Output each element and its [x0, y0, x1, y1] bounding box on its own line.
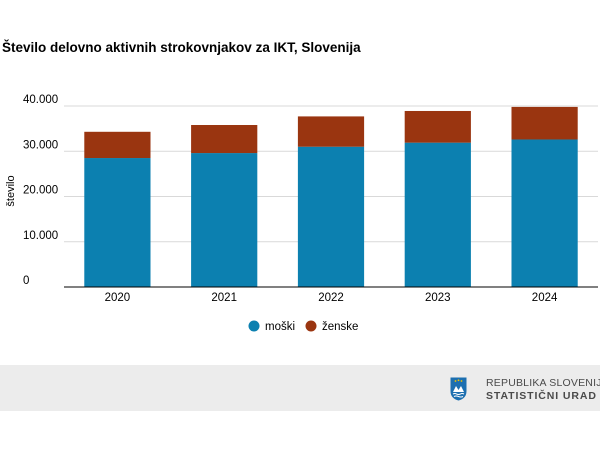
y-tick-labels: 0 10.000 20.000 30.000 40.000 — [23, 94, 58, 287]
y-tick-label: 20.000 — [23, 185, 58, 197]
y-tick-label: 30.000 — [23, 139, 58, 151]
bar-zenske-2020 — [84, 131, 151, 159]
y-tick-label: 40.000 — [23, 94, 58, 106]
x-tick-label: 2023 — [425, 292, 451, 304]
y-tick-label: 0 — [23, 275, 29, 287]
chart-title: Število delovno aktivnih strokovnjakov z… — [2, 40, 361, 55]
x-tick-label: 2021 — [211, 292, 237, 304]
bar-moski-2023 — [404, 142, 471, 287]
bar-moski-2020 — [84, 158, 151, 287]
y-axis-label: število — [5, 175, 17, 206]
bar-moski-2021 — [191, 153, 258, 287]
legend-marker — [248, 320, 260, 332]
footer-band: REPUBLIKA SLOVENIJA STATISTIČNI URAD — [0, 365, 600, 411]
org-name-line1: REPUBLIKA SLOVENIJA — [486, 377, 600, 389]
coat-of-arms-icon — [450, 377, 467, 401]
x-tick-labels: 2020 2021 2022 2023 2024 — [105, 292, 558, 304]
legend: moški ženske — [248, 320, 358, 333]
legend-marker — [305, 320, 317, 332]
bar-moski-2022 — [297, 146, 365, 287]
x-tick-label: 2022 — [318, 292, 344, 304]
bar-zenske-2022 — [297, 116, 365, 147]
bar-zenske-2024 — [511, 106, 578, 140]
bar-moski-2024 — [511, 139, 578, 287]
legend-label: ženske — [322, 321, 358, 333]
bars — [84, 106, 578, 287]
x-tick-label: 2024 — [532, 292, 558, 304]
org-name-line2: STATISTIČNI URAD — [486, 390, 597, 402]
legend-label: moški — [265, 321, 295, 333]
bar-zenske-2021 — [191, 125, 258, 154]
x-tick-label: 2020 — [105, 292, 131, 304]
bar-zenske-2023 — [404, 110, 471, 143]
y-tick-label: 10.000 — [23, 230, 58, 242]
